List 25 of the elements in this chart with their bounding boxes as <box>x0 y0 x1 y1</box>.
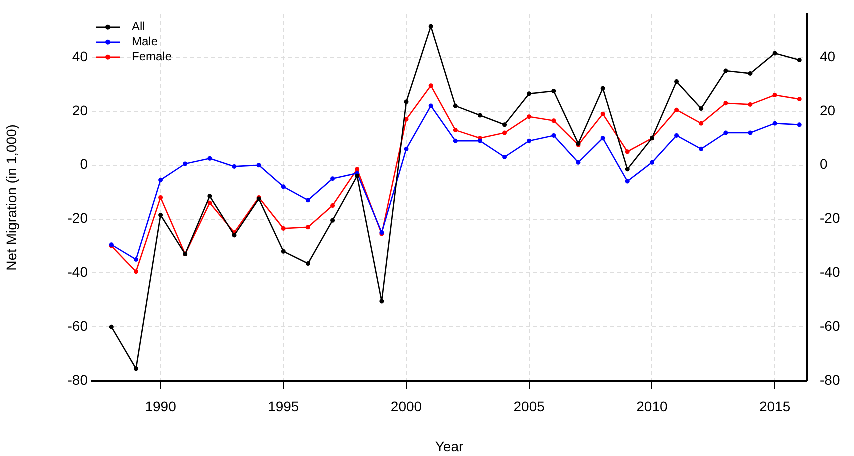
y-tick-label: -60 <box>68 318 88 334</box>
x-tick-label: 2005 <box>514 398 546 414</box>
y-tick-label: 0 <box>80 156 88 172</box>
y-tick-label: 40 <box>72 48 88 64</box>
y2-tick-label: -60 <box>820 318 840 334</box>
y-axis-title: Net Migration (in 1,000) <box>3 124 20 271</box>
x-tick-label: 1990 <box>145 398 177 414</box>
y2-tick-label: -80 <box>820 372 840 388</box>
x-axis-title: Year <box>435 438 464 454</box>
y2-tick-label: 20 <box>820 102 836 118</box>
legend-label: All <box>132 20 146 34</box>
y-tick-label: -20 <box>68 210 88 226</box>
x-tick-label: 2010 <box>636 398 668 414</box>
y2-tick-label: 40 <box>820 48 836 64</box>
y-tick-label: -80 <box>68 372 88 388</box>
y2-tick-label: -40 <box>820 264 840 280</box>
x-tick-label: 2015 <box>759 398 791 414</box>
legend-label: Female <box>132 50 172 64</box>
legend-label: Male <box>132 34 158 49</box>
y-tick-label: -40 <box>68 264 88 280</box>
x-tick-label: 1995 <box>268 398 300 414</box>
y2-tick-label: 0 <box>820 156 828 172</box>
y-tick-label: 20 <box>72 102 88 118</box>
x-tick-label: 2000 <box>390 398 422 414</box>
y2-tick-label: -20 <box>820 210 840 226</box>
